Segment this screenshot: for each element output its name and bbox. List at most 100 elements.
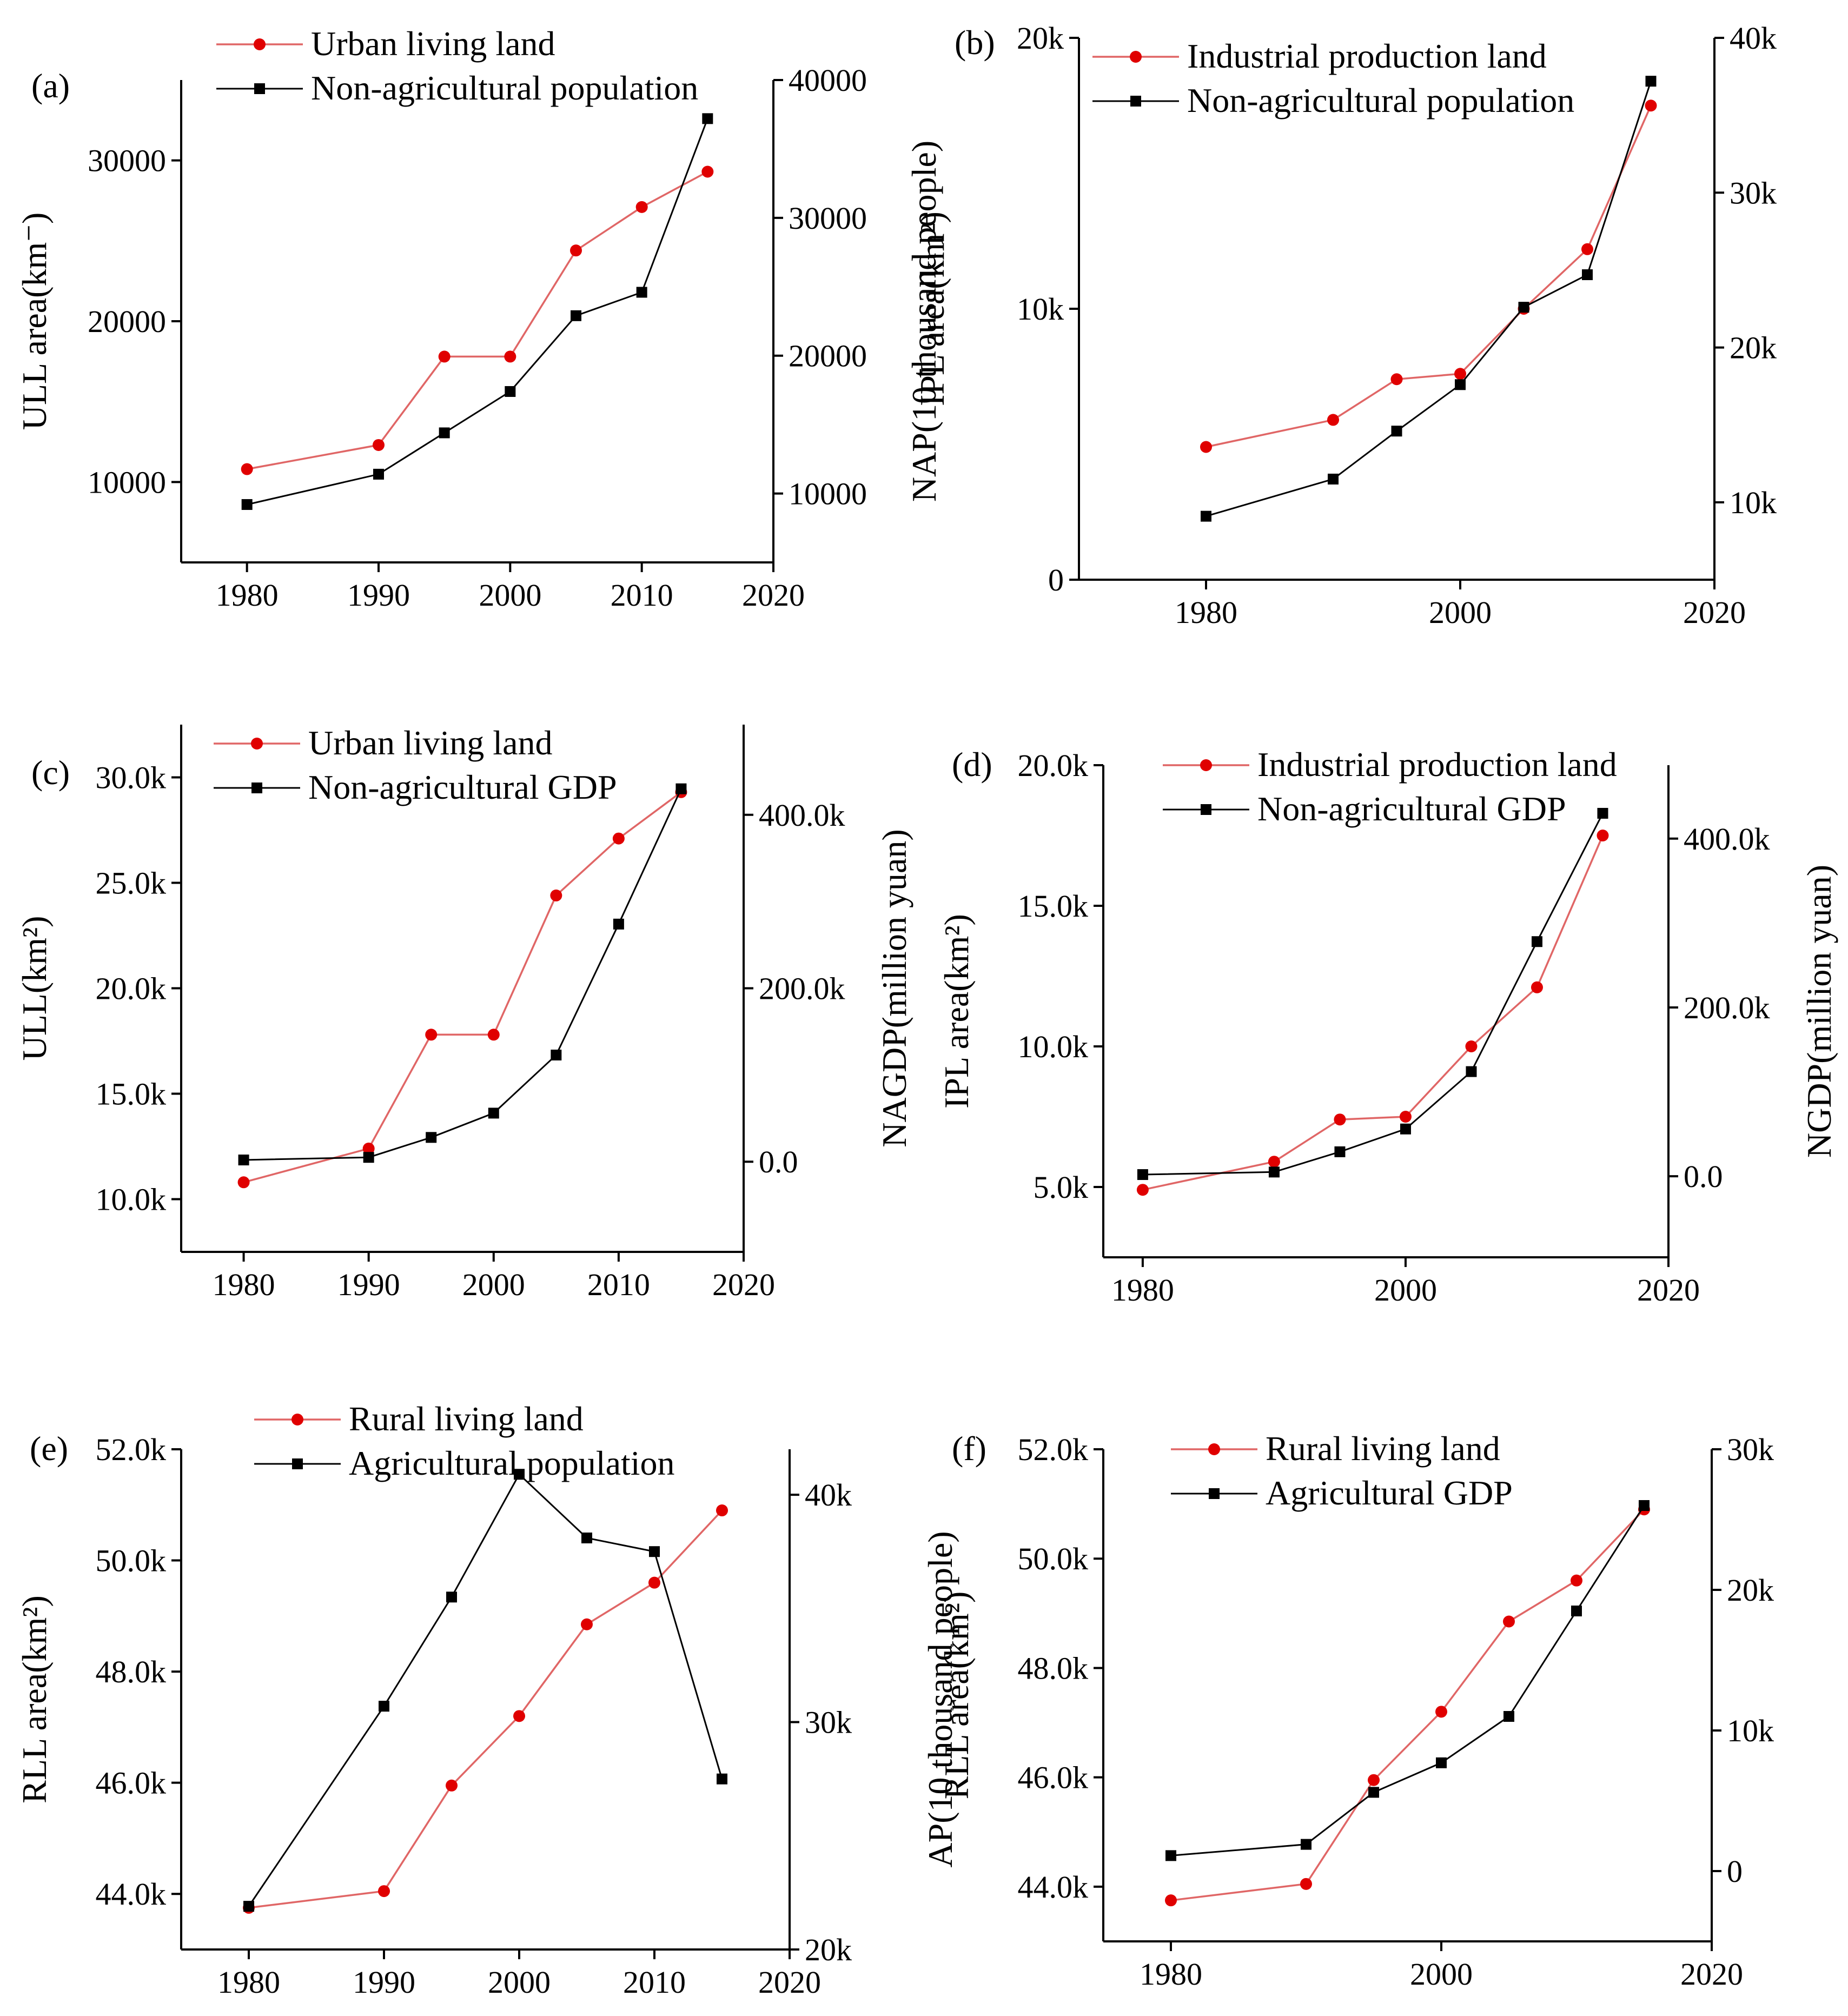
- data-point-square: [1518, 302, 1529, 313]
- left-y-tick-label: 10.0k: [1018, 1029, 1089, 1064]
- legend-marker-square: [254, 83, 265, 94]
- x-tick-label: 2020: [1680, 1957, 1743, 1992]
- legend-label: Non-agricultural population: [1187, 81, 1574, 120]
- legend-label: Urban living land: [311, 24, 555, 63]
- right-axis-title: NAP(10 thousand people): [1846, 128, 1848, 489]
- x-tick-label: 1990: [347, 578, 410, 613]
- legend-marker-square: [292, 1458, 303, 1469]
- chart-panel-b: 1980 2000 2020 0 10k 20k 10k 20k 30k 40k IPL area(…: [913, 21, 1848, 630]
- left-y-tick-label: 44.0k: [1018, 1869, 1089, 1905]
- data-point-circle: [1597, 830, 1609, 841]
- x-tick-label: 2000: [1374, 1272, 1437, 1308]
- left-y-tick-label: 46.0k: [96, 1766, 167, 1801]
- data-point-circle: [241, 463, 253, 475]
- data-point-square: [439, 427, 450, 439]
- left-y-tick-label: 10k: [1017, 291, 1064, 327]
- data-point-square: [241, 499, 253, 510]
- right-y-tick-label: 40000: [789, 63, 867, 98]
- left-axis-title: RLL area(km²): [15, 1595, 54, 1803]
- x-tick-label: 1980: [213, 1267, 275, 1302]
- data-point-square: [571, 310, 581, 321]
- chart-panel-f: 1980 2000 2020 44.0k 46.0k 48.0k 50.0k 52.0k 0 10…: [937, 1429, 1848, 1992]
- left-y-tick-label: 10.0k: [96, 1182, 167, 1217]
- data-point-square: [649, 1546, 660, 1557]
- data-point-circle: [487, 1029, 500, 1041]
- right-y-tick-label: 20000: [789, 339, 867, 374]
- x-tick-label: 1980: [1140, 1957, 1202, 1992]
- data-point-circle: [716, 1504, 728, 1517]
- left-y-tick-label: 50.0k: [1018, 1541, 1089, 1576]
- right-y-tick-label: 40k: [1730, 21, 1777, 56]
- data-point-circle: [1435, 1706, 1447, 1718]
- data-point-square: [1328, 473, 1339, 485]
- data-point-square: [551, 1049, 562, 1060]
- data-point-square: [1137, 1169, 1148, 1181]
- data-point-circle: [1503, 1615, 1515, 1628]
- left-y-tick-label: 15.0k: [96, 1077, 167, 1112]
- legend-marker-circle: [1130, 51, 1142, 63]
- data-point-circle: [1454, 368, 1466, 380]
- data-point-circle: [1334, 1113, 1346, 1126]
- data-point-circle: [237, 1176, 250, 1189]
- left-y-tick-label: 10000: [88, 465, 166, 500]
- data-point-square: [1400, 1123, 1411, 1135]
- data-point-circle: [1399, 1111, 1412, 1123]
- data-point-square: [1455, 379, 1466, 390]
- data-point-square: [1268, 1166, 1280, 1178]
- chart-panel-d: 1980 2000 2020 5.0k 10.0k 15.0k 20.0k 0.0 200.0k…: [937, 745, 1838, 1308]
- panel-label: (b): [955, 23, 995, 62]
- data-point-circle: [1390, 373, 1403, 386]
- left-y-tick-label: 30000: [88, 143, 166, 178]
- data-point-square: [1503, 1711, 1514, 1722]
- data-point-square: [717, 1773, 727, 1785]
- left-y-tick-label: 0: [1048, 562, 1064, 598]
- data-point-square: [581, 1532, 592, 1543]
- legend-marker-circle: [1200, 759, 1212, 771]
- right-axis-title: AGDP(million yuan): [1843, 1549, 1848, 1842]
- legend-label: Industrial production land: [1257, 745, 1617, 784]
- left-y-tick-label: 52.0k: [96, 1432, 167, 1467]
- series-line-rural-living-land: [1170, 1508, 1645, 1901]
- data-point-circle: [1465, 1040, 1478, 1052]
- left-y-tick-label: 25.0k: [96, 866, 167, 901]
- right-y-tick-label: 30000: [789, 201, 867, 236]
- data-point-square: [379, 1701, 389, 1712]
- right-y-tick-label: 20k: [1727, 1573, 1774, 1608]
- data-point-circle: [635, 201, 648, 213]
- left-y-tick-label: 44.0k: [96, 1876, 167, 1912]
- data-point-circle: [1268, 1156, 1280, 1168]
- data-point-circle: [1300, 1878, 1312, 1890]
- left-y-tick-label: 20k: [1017, 21, 1064, 56]
- legend-label: Agricultural GDP: [1266, 1474, 1513, 1512]
- right-y-tick-label: 10k: [1727, 1713, 1774, 1748]
- right-y-tick-label: 20k: [805, 1932, 852, 1967]
- data-point-circle: [1571, 1574, 1582, 1587]
- data-point-circle: [373, 439, 385, 451]
- x-tick-label: 2000: [462, 1267, 525, 1302]
- data-point-square: [1201, 510, 1211, 522]
- left-y-tick-label: 52.0k: [1018, 1432, 1089, 1467]
- series-line-non-agricultural-gdp: [1142, 813, 1604, 1176]
- right-y-tick-label: 30k: [1730, 175, 1777, 210]
- x-tick-label: 2020: [1683, 595, 1746, 630]
- series-line-non-agricultural-gdp: [243, 788, 682, 1161]
- panel-label: (e): [30, 1429, 68, 1468]
- right-axis-title: NGDP(million yuan): [1800, 865, 1838, 1158]
- right-axis-title: AP(10 thousand people): [921, 1531, 959, 1867]
- left-y-tick-label: 5.0k: [1034, 1170, 1089, 1205]
- data-point-circle: [1327, 414, 1339, 426]
- left-y-tick-label: 48.0k: [1018, 1650, 1089, 1686]
- data-point-circle: [438, 350, 451, 363]
- legend-marker-circle: [292, 1414, 303, 1425]
- right-y-tick-label: 400.0k: [1684, 821, 1770, 857]
- left-axis-title: ULL(km²): [15, 916, 54, 1061]
- x-tick-label: 1980: [1175, 595, 1237, 630]
- legend-label: Non-agricultural population: [311, 69, 698, 107]
- legend-label: Urban living land: [308, 724, 552, 762]
- series-line-agricultural-gdp: [1170, 1505, 1645, 1856]
- legend-marker-square: [1130, 96, 1141, 107]
- right-y-tick-label: 0: [1727, 1854, 1743, 1889]
- data-point-square: [1368, 1787, 1379, 1798]
- data-point-circle: [1368, 1774, 1380, 1786]
- legend-marker-circle: [251, 738, 263, 750]
